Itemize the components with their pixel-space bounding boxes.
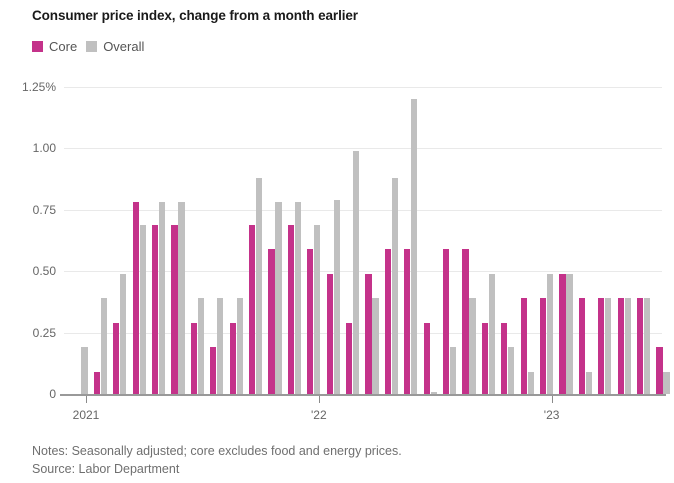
bar-core	[345, 322, 353, 394]
bar-overall	[333, 199, 340, 394]
bar-overall	[585, 371, 593, 394]
bar-core	[539, 298, 547, 394]
legend-item-core: Core	[32, 40, 77, 53]
bar-core	[229, 322, 236, 394]
bar-overall	[624, 298, 631, 394]
bar-core	[481, 322, 488, 394]
bar-overall	[527, 371, 534, 394]
x-tick	[318, 396, 320, 403]
bar-core	[656, 347, 663, 394]
bar-core	[636, 298, 644, 394]
axis-baseline	[60, 394, 666, 396]
bar-core	[210, 347, 217, 394]
gridline-0.50	[64, 271, 662, 273]
bar-overall	[644, 298, 651, 394]
bar-overall	[275, 202, 282, 394]
bar-overall	[469, 298, 476, 394]
bar-overall	[178, 202, 185, 394]
bar-core	[268, 249, 275, 394]
bar-overall	[663, 371, 670, 394]
bar-core	[326, 273, 333, 394]
bar-overall	[605, 298, 612, 394]
bar-core	[287, 224, 294, 394]
x-tick	[551, 396, 553, 403]
bar-core	[93, 371, 100, 394]
y-tick-label: 0.75	[32, 202, 56, 217]
bar-core	[404, 249, 411, 394]
bar-overall	[256, 177, 263, 394]
bar-core	[132, 202, 139, 394]
legend-swatch-overall	[86, 41, 98, 52]
bar-core	[423, 322, 430, 394]
x-tick-label: '23	[543, 408, 560, 422]
bar-core	[248, 224, 256, 394]
bar-core	[617, 298, 624, 394]
bar-overall	[547, 273, 554, 394]
bar-overall	[488, 273, 496, 394]
legend-label-overall: Overall	[103, 39, 145, 54]
bar-overall	[353, 150, 360, 394]
bar-core	[501, 322, 508, 394]
bar-core	[365, 273, 372, 394]
bar-core	[462, 249, 469, 394]
bar-core	[307, 249, 314, 394]
bar-overall	[197, 298, 205, 394]
bar-overall	[411, 99, 418, 394]
bar-overall	[100, 298, 108, 394]
x-tick-label: '22	[310, 408, 327, 422]
legend-swatch-core	[32, 41, 43, 52]
gridline-1.25	[64, 87, 662, 88]
bar-overall	[372, 298, 379, 394]
y-tick-label: 0	[49, 387, 56, 401]
x-tick	[86, 396, 87, 403]
bar-core	[171, 224, 178, 394]
chart-legend: Core Overall	[32, 40, 144, 53]
bar-core	[578, 298, 585, 394]
bar-core	[384, 249, 391, 394]
bar-overall	[508, 347, 515, 394]
y-tick-label: 1.00	[32, 141, 56, 156]
bar-overall	[120, 273, 127, 394]
bar-core	[113, 322, 120, 394]
bar-core	[598, 298, 605, 394]
bar-overall	[566, 273, 573, 394]
y-tick-label: 0.25	[32, 325, 56, 340]
bar-series-container	[64, 87, 670, 394]
gridline-0.75	[64, 209, 662, 211]
bar-overall	[159, 202, 166, 394]
bar-core	[442, 249, 450, 394]
bar-core	[559, 273, 566, 394]
bar-overall	[139, 224, 146, 394]
bar-overall	[294, 202, 302, 394]
bar-core	[190, 322, 197, 394]
chart-notes: Notes: Seasonally adjusted; core exclude…	[32, 444, 402, 458]
chart-source: Source: Labor Department	[32, 462, 180, 476]
gridline-0.25	[64, 332, 662, 334]
y-tick-label: 0.50	[32, 264, 56, 279]
bar-overall	[430, 391, 437, 394]
x-axis: 2021 '22 '23	[64, 396, 662, 432]
chart-title: Consumer price index, change from a mont…	[32, 8, 358, 23]
bar-overall	[314, 224, 321, 394]
plot-area	[60, 87, 670, 396]
x-tick-label: 2021	[72, 408, 100, 422]
bar-overall	[450, 347, 457, 394]
bar-overall	[236, 298, 243, 394]
legend-label-core: Core	[49, 39, 78, 54]
bar-overall	[217, 298, 224, 394]
gridline-1.00	[64, 148, 662, 150]
bar-overall	[391, 177, 399, 394]
bar-core	[520, 298, 527, 394]
legend-item-overall: Overall	[86, 40, 144, 53]
bar-core	[151, 224, 159, 394]
y-tick-label: 1.25%	[21, 80, 56, 94]
bar-overall	[81, 347, 88, 394]
